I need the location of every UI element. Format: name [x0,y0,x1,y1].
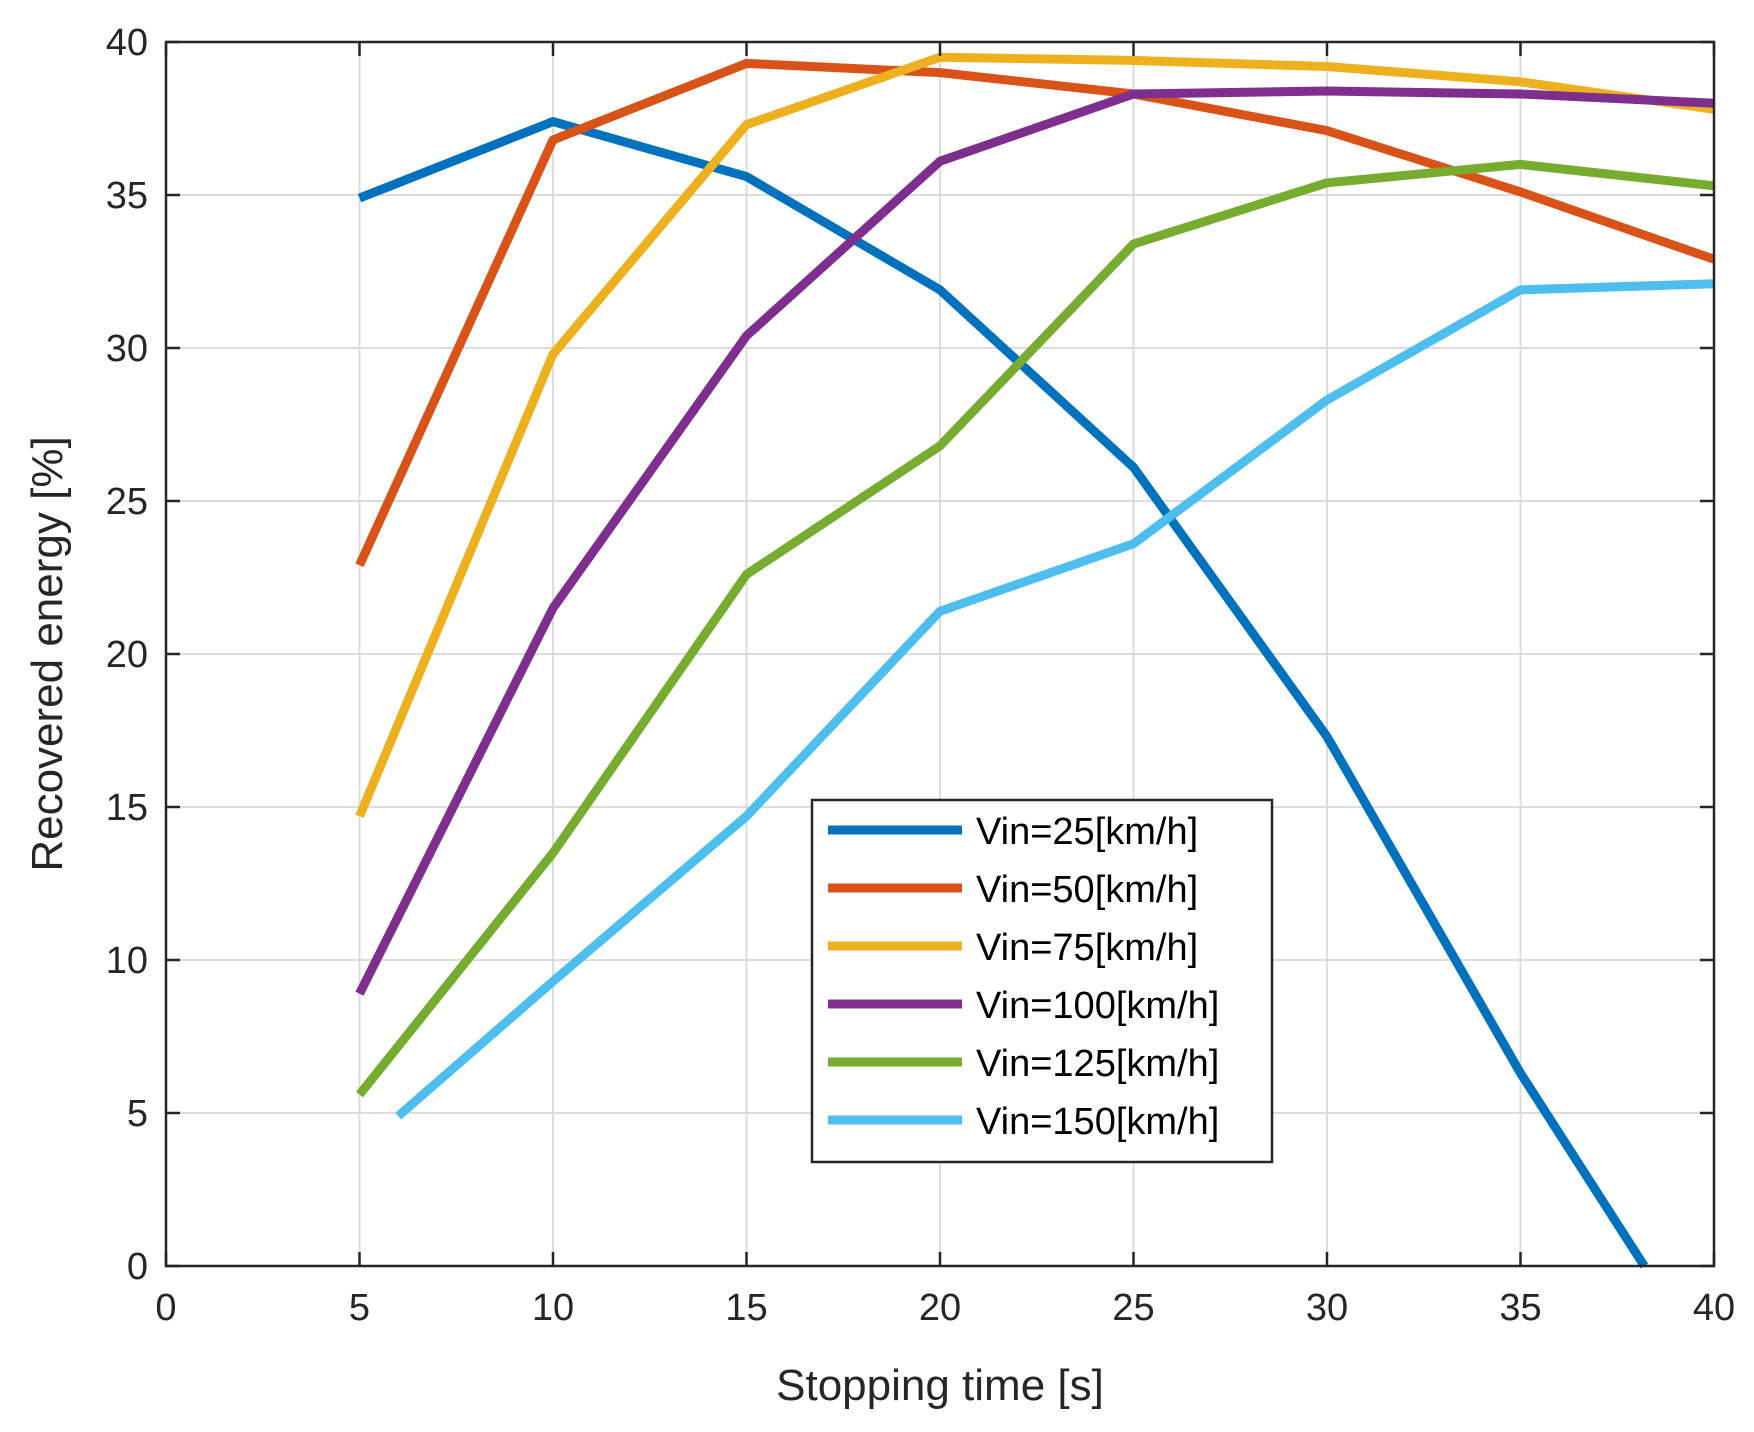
series-line-5 [355,159,1715,1098]
y-tick-label: 0 [127,1246,148,1288]
legend-box [810,798,1274,1164]
legend-label-6: Vin=150[km/h] [976,1101,1219,1143]
y-tick-label: 40 [106,22,148,64]
x-tick-label: 40 [1693,1287,1735,1329]
series-line-4 [355,86,1715,996]
legend-label-1: Vin=25[km/h] [976,811,1198,853]
y-tick-label: 15 [106,787,148,829]
legend-label-5: Vin=125[km/h] [976,1043,1219,1085]
y-tick-label: 35 [106,175,148,217]
series-group [355,52,1716,1269]
y-tick-label: 30 [106,328,148,370]
x-tick-label: 5 [349,1287,370,1329]
legend-label-2: Vin=50[km/h] [976,869,1198,911]
ticks [164,40,1716,1268]
x-tick-label: 0 [155,1287,176,1329]
x-tick-label: 20 [919,1287,961,1329]
x-tick-label: 25 [1112,1287,1154,1329]
x-tick-label: 35 [1499,1287,1541,1329]
y-tick-label: 25 [106,481,148,523]
legend-label-4: Vin=100[km/h] [976,985,1219,1027]
series-line-3 [355,52,1715,818]
x-tick-label: 15 [725,1287,767,1329]
legend-label-3: Vin=75[km/h] [976,927,1198,969]
x-tick-label: 10 [532,1287,574,1329]
y-tick-label: 5 [127,1093,148,1135]
x-tick-label: 30 [1306,1287,1348,1329]
x-axis-title: Stopping time [s] [776,1361,1104,1410]
y-tick-label: 10 [106,940,148,982]
y-tick-label: 20 [106,634,148,676]
series-line-2 [355,58,1716,568]
y-axis-title: Recovered energy [%] [23,436,72,871]
tick-labels: 0 5 10 15 20 25 30 35 40 0 5 10 15 20 25 30 35 40 [106,22,1735,1329]
series-line-6 [395,279,1715,1120]
legend: Vin=25[km/h] Vin=50[km/h] Vin=75[km/h] Vin=… [810,798,1274,1164]
